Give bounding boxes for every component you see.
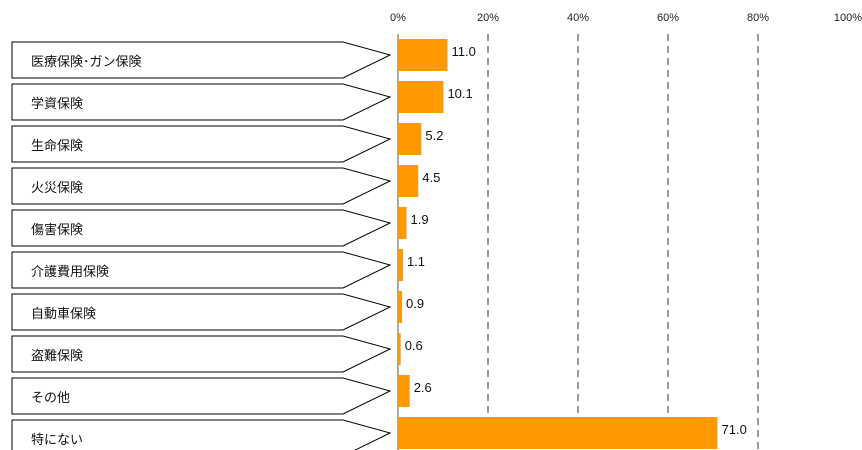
value-label: 0.6 [405,338,423,353]
category-arrow-box [11,41,392,79]
bar [398,81,444,113]
x-axis-ticks: 0% 20% 40% 60% 80% 100% [390,12,862,24]
x-tick-label: 40% [567,12,589,24]
category-arrow-box [11,167,392,205]
category-label: 特にない [31,433,83,448]
bar [398,375,410,407]
x-tick-label: 20% [477,12,499,24]
category-label: 介護費用保険 [31,264,109,280]
category-label: 学資保険 [31,96,83,112]
category-arrow-box [11,377,392,415]
bar [398,333,401,365]
category-label: その他 [31,391,70,406]
category-label: 自動車保険 [31,307,96,322]
bar [398,165,419,197]
category-arrow-box [11,419,392,450]
category-arrow-box [11,335,392,373]
category-label: 生命保険 [31,138,83,154]
bar [398,249,403,281]
category-label: 盗難保険 [31,348,83,364]
category-arrow-box [11,83,392,121]
bar [398,417,718,449]
category-arrow-box [11,209,392,247]
value-labels: 11.0 10.1 5.2 4.5 1.9 1.1 0.9 0.6 2.6 71.0 [405,44,747,437]
bars [398,39,718,449]
value-label: 2.6 [414,380,432,395]
value-label: 1.9 [411,212,429,227]
bar [398,39,448,71]
x-tick-label: 60% [657,12,679,24]
category-label: 火災保険 [31,181,83,196]
bar [398,123,422,155]
x-tick-label: 80% [747,12,769,24]
value-label: 1.1 [407,254,425,269]
value-label: 71.0 [722,422,747,437]
x-tick-label: 100% [834,12,862,24]
x-tick-label: 0% [390,12,406,24]
category-label: 医療保険･ガン保険 [31,55,142,70]
category-arrow-box [11,125,392,163]
category-labels: 医療保険･ガン保険学資保険生命保険火災保険傷害保険介護費用保険自動車保険盗難保険… [11,41,392,450]
value-label: 4.5 [422,170,440,185]
category-label: 傷害保険 [31,222,83,238]
value-label: 10.1 [447,86,472,101]
value-label: 11.0 [452,44,476,59]
value-label: 0.9 [406,296,424,311]
category-arrow-box [11,251,392,289]
value-label: 5.2 [425,128,443,143]
bar [398,291,403,323]
category-arrow-box [11,293,392,331]
bar [398,207,407,239]
